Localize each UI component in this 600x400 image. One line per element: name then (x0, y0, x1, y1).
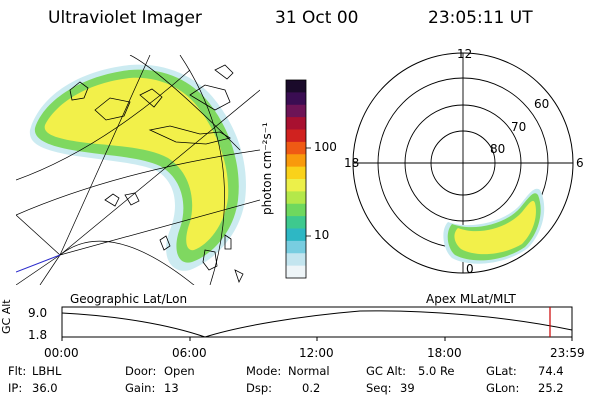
flt-label: Flt: (8, 364, 27, 378)
terminator-line (16, 254, 61, 273)
colorbar-band (286, 253, 306, 267)
gc-alt-curve (61, 310, 573, 338)
timeline-y-top: 9.0 (28, 306, 48, 320)
timeline-axis-label: GC Alt (0, 299, 13, 334)
aurora-band-yellow (44, 77, 229, 251)
timeline-x-3: 18:00 (427, 346, 462, 360)
polar-plot (352, 52, 574, 274)
gcalt-value: 5.0 Re (418, 364, 455, 378)
colorbar-band (286, 216, 306, 230)
glon-label: GLon: (486, 381, 520, 395)
timeline-x-0: 00:00 (44, 346, 79, 360)
coastline (69, 64, 244, 284)
timeline-x-1: 06:00 (172, 346, 207, 360)
timeline-y-bottom: 1.8 (28, 328, 48, 342)
timeline-plot (61, 306, 573, 341)
colorbar-band (286, 265, 306, 279)
observation-time: 23:05:11 UT (428, 8, 533, 28)
observation-date: 31 Oct 00 (275, 8, 359, 28)
dsp-label: Dsp: (246, 381, 273, 395)
timeline-x-4: 23:59 (550, 346, 585, 360)
timeline-x-2: 12:00 (299, 346, 334, 360)
colorbar-band (286, 80, 306, 93)
dsp-value: 0.2 (302, 381, 321, 395)
colorbar-band (286, 92, 306, 106)
colorbar-band (286, 191, 306, 205)
mode-value: Normal (288, 364, 330, 378)
colorbar-band (286, 228, 306, 242)
colorbar-frame (285, 79, 307, 279)
colorbar-band (286, 154, 306, 168)
seq-label: Seq: (366, 381, 392, 395)
colorbar-band (286, 117, 306, 131)
colorbar-band (286, 104, 306, 118)
colorbar-label-10: 10 (314, 228, 330, 242)
ip-value: 36.0 (32, 381, 58, 395)
mlt-12-label: 12 (457, 47, 473, 61)
lat-80-label: 80 (490, 142, 506, 156)
mlt-6-label: 6 (576, 156, 584, 170)
colorbar-unit-label: photon cm⁻²s⁻¹ (260, 122, 274, 215)
instrument-title: Ultraviolet Imager (48, 8, 202, 28)
colorbar (286, 80, 306, 279)
door-value: Open (164, 364, 195, 378)
colorbar-band (286, 240, 306, 254)
mlt-18-label: 18 (344, 156, 360, 170)
flt-value: LBHL (32, 364, 62, 378)
colorbar-band (286, 129, 306, 143)
geographic-caption: Geographic Lat/Lon (70, 292, 188, 306)
colorbar-label-100: 100 (314, 140, 337, 154)
seq-value: 39 (400, 381, 415, 395)
ip-label: IP: (8, 381, 23, 395)
geo-grid (16, 55, 260, 285)
door-label: Door: (125, 364, 157, 378)
glat-value: 74.4 (538, 364, 564, 378)
geographic-image (16, 55, 260, 285)
glat-label: GLat: (486, 364, 517, 378)
gcalt-label: GC Alt: (366, 364, 407, 378)
mode-label: Mode: (246, 364, 282, 378)
colorbar-band (286, 141, 306, 155)
lat-70-label: 70 (511, 120, 527, 134)
polar-aurora-yellow (454, 200, 536, 255)
lat-60-label: 60 (534, 97, 550, 111)
apex-caption: Apex MLat/MLT (426, 292, 516, 306)
gain-value: 13 (164, 381, 179, 395)
glon-value: 25.2 (538, 381, 564, 395)
gain-label: Gain: (125, 381, 156, 395)
colorbar-band (286, 179, 306, 192)
colorbar-band (286, 166, 306, 180)
mlt-0-label: 0 (466, 262, 474, 276)
colorbar-band (286, 203, 306, 217)
